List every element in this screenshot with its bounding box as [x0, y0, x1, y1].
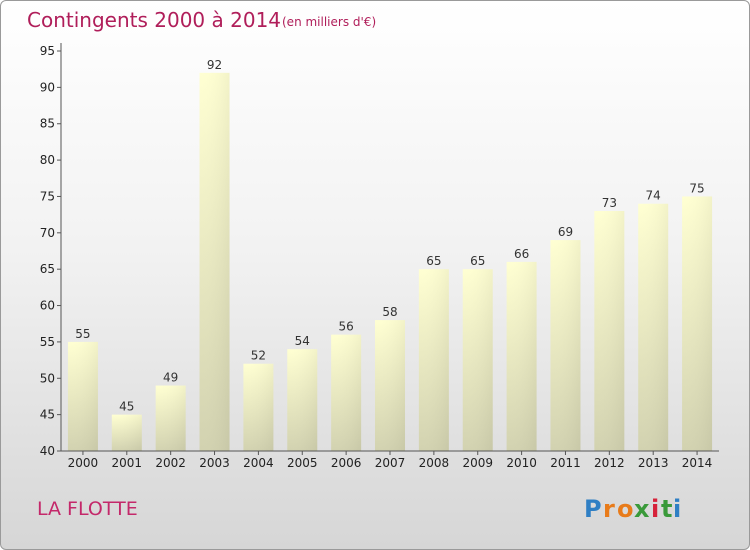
bar-shade [638, 203, 669, 451]
value-label: 75 [689, 181, 704, 195]
x-tick-label: 2005 [287, 456, 318, 470]
value-label: 74 [646, 189, 661, 203]
value-label: 58 [382, 305, 397, 319]
chart-subtitle: (en milliers d'€) [282, 15, 376, 29]
bar-shade [550, 240, 581, 451]
x-tick-label: 2007 [375, 456, 406, 470]
value-label: 55 [75, 327, 90, 341]
y-tick-label: 90 [40, 80, 55, 94]
value-label: 56 [338, 320, 353, 334]
chart-title: Contingents 2000 à 2014 [27, 8, 281, 32]
bar-shade [682, 196, 713, 451]
value-label: 45 [119, 400, 134, 414]
y-tick-label: 50 [40, 371, 55, 385]
x-tick-label: 2014 [682, 456, 713, 470]
bar-shade [462, 269, 493, 451]
bar-shade [506, 261, 537, 451]
value-label: 49 [163, 371, 178, 385]
bar-shade [418, 269, 449, 451]
x-tick-label: 2000 [68, 456, 99, 470]
x-tick-label: 2008 [419, 456, 450, 470]
logo-letter: r [603, 495, 615, 523]
bar-shade [67, 341, 98, 451]
value-label: 92 [207, 58, 222, 72]
value-label: 69 [558, 225, 573, 239]
logo-letter: x [634, 495, 650, 523]
bar-shade [331, 334, 362, 451]
x-tick-label: 2002 [155, 456, 186, 470]
x-tick-label: 2012 [594, 456, 625, 470]
y-tick-label: 85 [40, 117, 55, 131]
x-tick-label: 2004 [243, 456, 274, 470]
logo-letter: i [673, 495, 681, 523]
logo-letter: i [651, 495, 659, 523]
x-tick-label: 2009 [462, 456, 493, 470]
bar-shade [155, 385, 186, 451]
value-label: 66 [514, 247, 529, 261]
bar-shade [594, 211, 625, 451]
logo-letter: o [617, 495, 634, 523]
x-tick-label: 2010 [506, 456, 537, 470]
bar-shade [111, 414, 142, 451]
place-label: LA FLOTTE [37, 498, 138, 520]
value-label: 54 [295, 334, 310, 348]
x-tick-label: 2013 [638, 456, 669, 470]
value-label: 52 [251, 349, 266, 363]
y-tick-label: 40 [40, 444, 55, 458]
y-tick-label: 95 [40, 44, 55, 58]
y-tick-label: 75 [40, 189, 55, 203]
x-tick-label: 2001 [112, 456, 143, 470]
bar-shade [287, 349, 318, 451]
bar-shade [199, 72, 230, 452]
y-tick-label: 65 [40, 262, 55, 276]
logo-letter: t [661, 495, 672, 523]
bar-shade [375, 320, 405, 451]
y-tick-label: 55 [40, 335, 55, 349]
y-tick-label: 60 [40, 299, 55, 313]
value-label: 65 [426, 254, 441, 268]
x-tick-label: 2003 [199, 456, 230, 470]
logo-letter: P [584, 495, 602, 523]
bar-shade [243, 363, 274, 451]
y-tick-label: 80 [40, 153, 55, 167]
value-label: 65 [470, 254, 485, 268]
y-tick-label: 45 [40, 408, 55, 422]
x-tick-label: 2011 [550, 456, 581, 470]
value-label: 73 [602, 196, 617, 210]
x-tick-label: 2006 [331, 456, 362, 470]
y-tick-label: 70 [40, 226, 55, 240]
